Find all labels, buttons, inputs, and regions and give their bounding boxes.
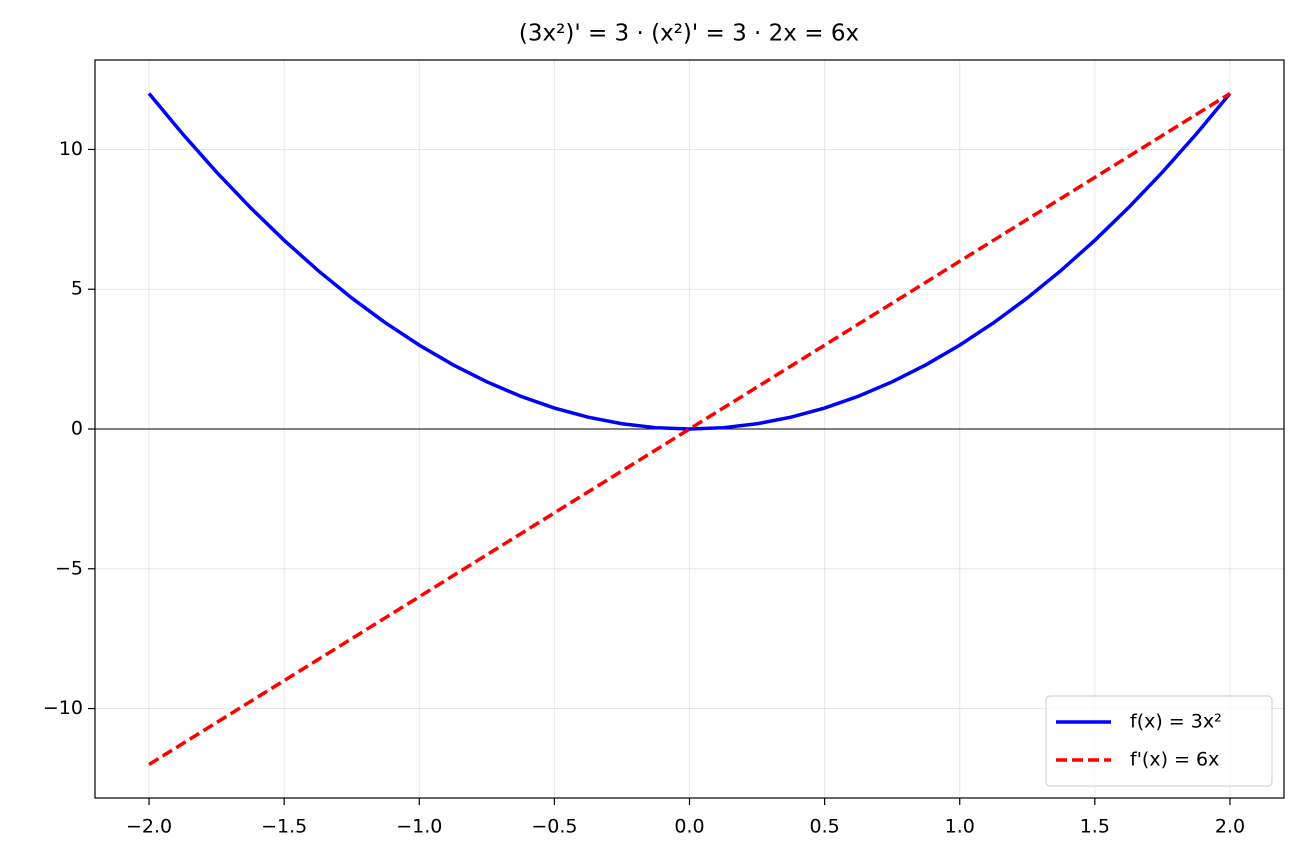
plot-frame bbox=[94, 59, 1285, 799]
x-tick-label: 2.0 bbox=[1215, 816, 1245, 838]
x-tick-label: 0.5 bbox=[810, 816, 840, 838]
x-tick-label: −1.5 bbox=[261, 816, 307, 838]
x-tick-label: −1.0 bbox=[396, 816, 442, 838]
x-tick-label: −0.5 bbox=[531, 816, 577, 838]
x-tick-label: −2.0 bbox=[126, 816, 172, 838]
y-tick-label: 5 bbox=[71, 278, 83, 300]
x-tick-label: 1.0 bbox=[945, 816, 975, 838]
legend-label: f'(x) = 6x bbox=[1130, 749, 1219, 771]
y-tick-label: −10 bbox=[43, 697, 83, 719]
y-tick-label: 10 bbox=[59, 138, 83, 160]
y-tick-label: 0 bbox=[71, 418, 83, 440]
x-tick-label: 1.5 bbox=[1080, 816, 1110, 838]
y-tick-label: −5 bbox=[55, 557, 83, 579]
legend-label: f(x) = 3x² bbox=[1130, 711, 1222, 733]
series-line bbox=[148, 92, 1231, 766]
series-line bbox=[147, 92, 1232, 431]
x-tick-label: 0.0 bbox=[674, 816, 704, 838]
legend-box bbox=[1045, 695, 1273, 787]
chart-title: (3x²)' = 3 · (x²)' = 3 · 2x = 6x bbox=[519, 21, 859, 47]
